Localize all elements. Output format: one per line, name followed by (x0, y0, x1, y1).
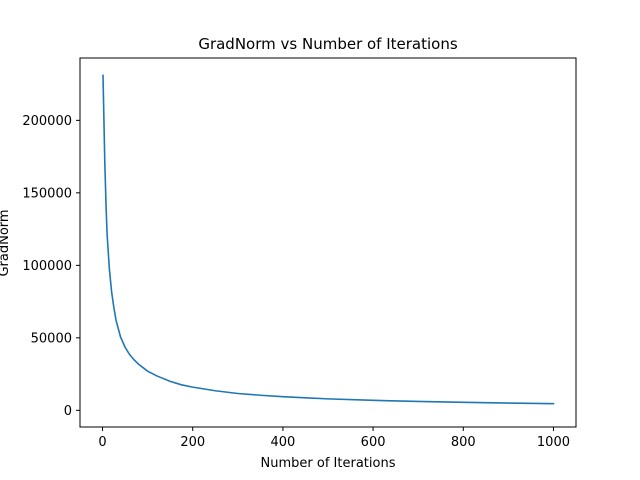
x-axis: 0 200 400 600 800 1000 (98, 427, 570, 450)
y-tick-label: 0 (64, 404, 72, 419)
x-axis-label: Number of Iterations (261, 456, 396, 471)
x-tick-label: 0 (98, 435, 106, 450)
y-axis: 0 50000 100000 150000 200000 (22, 114, 80, 419)
plot-frame (79, 57, 577, 428)
series-line-0 (102, 74, 555, 405)
x-tick-label: 200 (180, 435, 205, 450)
y-tick-label: 50000 (31, 331, 72, 346)
y-tick-label: 100000 (22, 259, 72, 274)
x-tick-label: 800 (451, 435, 476, 450)
y-tick-label: 150000 (22, 186, 72, 201)
y-tick-label: 200000 (22, 114, 72, 129)
x-tick-label: 600 (361, 435, 386, 450)
x-tick-label: 400 (270, 435, 295, 450)
y-axis-label: GradNorm (0, 209, 12, 276)
x-tick-label: 1000 (537, 435, 570, 450)
chart-title: GradNorm vs Number of Iterations (198, 35, 458, 53)
plot-area (102, 74, 555, 405)
